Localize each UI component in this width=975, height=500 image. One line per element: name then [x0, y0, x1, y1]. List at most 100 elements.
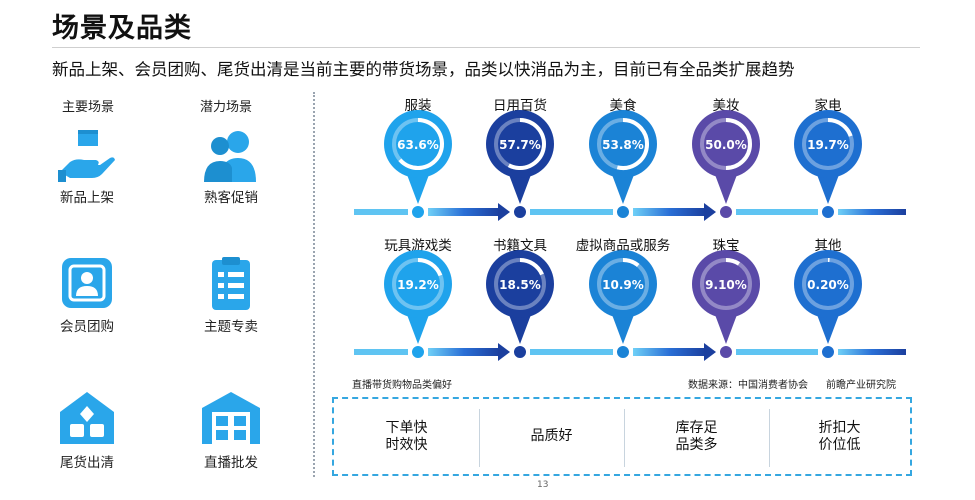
- bubble-pin: [406, 172, 430, 204]
- value-arc: [725, 118, 752, 170]
- category-label: 美妆: [713, 98, 740, 114]
- main-scenarios-header: 主要场景: [62, 100, 115, 115]
- category-label: 玩具游戏类: [384, 238, 452, 254]
- advantage-separator: [479, 409, 480, 467]
- timeline-node: [615, 204, 631, 220]
- timeline-bar: [354, 209, 408, 215]
- hand-box-icon: [58, 130, 115, 182]
- house-boxes-icon: [60, 392, 114, 444]
- timeline-node: [615, 344, 631, 360]
- value-arc: [616, 118, 649, 170]
- timeline-node: [718, 204, 734, 220]
- value-arc: [519, 258, 544, 276]
- timeline-node: [512, 344, 528, 360]
- timeline-bar: [428, 208, 500, 216]
- value-label: 57.7%: [499, 138, 541, 152]
- value-label: 19.7%: [807, 138, 849, 152]
- title-divider: [52, 47, 920, 48]
- category-preference-chart: 服装 63.6% 日用百货 57.7% 美食 53.8% 美妆 50.0% 家电 19.7% 玩具游…: [354, 97, 906, 361]
- timeline-bar: [838, 209, 906, 215]
- category-label: 书籍文具: [493, 237, 547, 254]
- category-label: 珠宝: [713, 238, 740, 254]
- advantage-separator: [624, 409, 625, 467]
- value-arc: [827, 118, 853, 137]
- timeline-bar: [428, 348, 500, 356]
- category-label: 日用百货: [493, 97, 547, 114]
- bubble-pin: [816, 172, 840, 204]
- timeline-bar: [354, 349, 408, 355]
- advantage-separator: [769, 409, 770, 467]
- users-icon: [204, 131, 256, 182]
- scenario-label-theme-sale: 主题专卖: [204, 319, 258, 335]
- advantage-item: 折扣大 价位低: [769, 399, 910, 474]
- advantages-box: 下单快 时效快 品质好 库存足 品类多 折扣大 价位低: [332, 397, 912, 476]
- scenario-label-member-group: 会员团购: [60, 319, 114, 335]
- bubble-pin: [714, 312, 738, 344]
- warehouse-icon: [202, 392, 260, 444]
- timeline-node: [410, 204, 426, 220]
- value-arc: [398, 118, 444, 170]
- value-arc: [725, 258, 741, 266]
- category-label: 其他: [815, 238, 842, 254]
- timeline-bar: [530, 349, 613, 355]
- advantage-line: 品类多: [675, 436, 718, 453]
- value-label: 10.9%: [602, 278, 644, 292]
- chart-caption: 直播带货购物品类偏好: [352, 380, 452, 391]
- advantage-line: 库存足: [675, 419, 718, 436]
- scenario-label-clearance: 尾货出清: [60, 455, 114, 471]
- scenario-label-live-wholesale: 直播批发: [204, 455, 258, 471]
- bubble-pin: [508, 312, 532, 344]
- bubble-pin: [816, 312, 840, 344]
- value-arc: [507, 118, 546, 170]
- page-number: 13: [537, 480, 549, 490]
- advantage-line: 品质好: [530, 428, 573, 444]
- publisher: 前瞻产业研究院: [826, 380, 896, 391]
- bubble: [589, 250, 657, 318]
- member-card-icon: [62, 258, 112, 308]
- advantage-line: 价位低: [818, 436, 861, 453]
- bubble-pin: [714, 172, 738, 204]
- bubble-pin: [508, 172, 532, 204]
- value-arc: [622, 258, 640, 268]
- category-label: 服装: [405, 98, 432, 114]
- page-subtitle: 新品上架、会员团购、尾货出清是当前主要的带货场景，品类以快消品为主，目前已有全品…: [52, 60, 795, 79]
- category-label: 虚拟商品或服务: [576, 238, 671, 254]
- arrow-head: [704, 343, 716, 361]
- timeline-node: [410, 344, 426, 360]
- bubble: [692, 250, 760, 318]
- advantage-line: 下单快: [385, 419, 428, 436]
- advantage-item: 品质好: [479, 399, 624, 474]
- advantage-item: 库存足 品类多: [624, 399, 769, 474]
- data-source: 数据来源：中国消费者协会: [688, 380, 808, 391]
- clipboard-list-icon: [212, 257, 250, 310]
- value-label: 50.0%: [705, 138, 747, 152]
- timeline-bar: [633, 208, 706, 216]
- bubble-pin: [611, 172, 635, 204]
- bubble: [794, 250, 862, 318]
- timeline-node: [718, 344, 734, 360]
- timeline-node: [820, 344, 836, 360]
- bubble-pin: [611, 312, 635, 344]
- advantage-line: 折扣大: [818, 419, 861, 436]
- value-label: 18.5%: [499, 278, 541, 292]
- section-divider: [313, 92, 315, 477]
- timeline-node: [820, 204, 836, 220]
- arrow-head: [704, 203, 716, 221]
- bubble-pin: [406, 312, 430, 344]
- timeline-node: [512, 204, 528, 220]
- timeline-bar: [530, 209, 613, 215]
- arrow-head: [498, 343, 510, 361]
- timeline-bar: [736, 349, 818, 355]
- value-label: 9.10%: [705, 278, 747, 292]
- value-label: 53.8%: [602, 138, 644, 152]
- category-label: 家电: [815, 97, 842, 114]
- timeline-bar: [838, 349, 906, 355]
- timeline-bar: [736, 209, 818, 215]
- category-label: 美食: [610, 97, 638, 114]
- value-label: 0.20%: [807, 278, 849, 292]
- scenario-label-regular-promo: 熟客促销: [204, 190, 258, 206]
- value-arc: [417, 258, 443, 277]
- value-label: 63.6%: [397, 138, 439, 152]
- scenario-label-new-product: 新品上架: [60, 190, 114, 206]
- timeline-bar: [633, 348, 706, 356]
